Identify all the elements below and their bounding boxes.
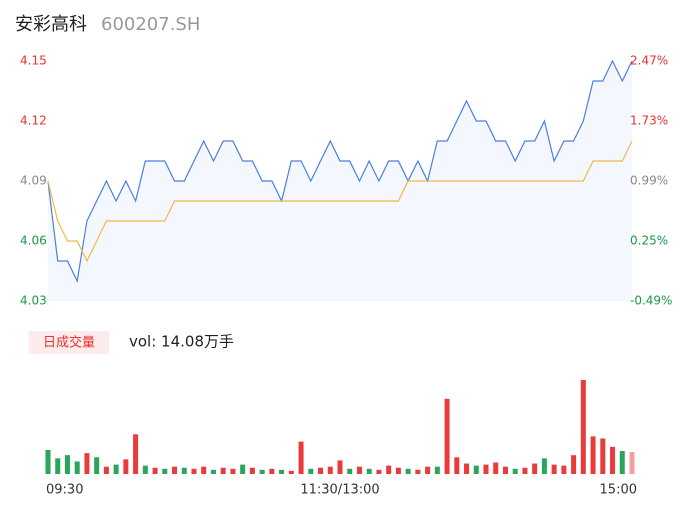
x-tick-label: 09:30 <box>46 483 83 498</box>
volume-bar <box>191 468 197 474</box>
volume-bar <box>162 468 168 474</box>
volume-bar <box>152 467 158 474</box>
volume-bar <box>181 467 187 474</box>
average-line <box>47 140 633 263</box>
volume-bar <box>444 398 450 474</box>
volume-bar <box>113 464 119 474</box>
volume-bar <box>580 380 586 474</box>
y-tick-label: 4.06 <box>20 234 47 248</box>
volume-bar <box>473 465 479 474</box>
volume-bar <box>571 455 577 474</box>
volume-bar <box>532 463 538 474</box>
volume-bar <box>464 463 470 474</box>
volume-bar <box>356 466 362 474</box>
volume-bar <box>425 466 431 474</box>
volume-bar <box>522 467 528 474</box>
volume-bar <box>74 461 80 474</box>
volume-bar <box>103 466 109 474</box>
volume-bar <box>249 467 255 474</box>
volume-bar <box>561 465 567 474</box>
volume-bar <box>269 468 275 474</box>
volume-bar <box>142 465 148 474</box>
volume-bar <box>259 469 265 474</box>
volume-button[interactable]: 日成交量 <box>43 335 95 351</box>
volume-bar <box>405 468 411 474</box>
y2-tick-label: 0.25% <box>630 234 668 248</box>
volume-bar <box>376 469 382 474</box>
volume-bar <box>395 467 401 474</box>
volume-bar <box>502 466 508 474</box>
y-tick-label: 4.15 <box>20 54 47 68</box>
volume-bar <box>308 468 314 474</box>
volume-bar <box>483 464 489 474</box>
y2-tick-label: -0.49% <box>630 294 672 308</box>
volume-bar <box>133 434 139 474</box>
stock-name: 安彩高科 <box>15 14 87 35</box>
x-tick-label: 11:30/13:00 <box>300 483 379 498</box>
volume-bar <box>415 469 421 474</box>
volume-bar <box>512 468 518 474</box>
volume-bar <box>337 460 343 474</box>
stock-code: 600207.SH <box>101 14 200 35</box>
volume-bar <box>230 468 236 474</box>
volume-bar <box>454 457 460 474</box>
volume-bar <box>123 459 129 474</box>
volume-bar <box>240 464 246 474</box>
volume-bar <box>434 466 440 474</box>
volume-label: vol: 14.08万手 <box>129 333 234 351</box>
volume-bar <box>288 470 294 474</box>
volume-bar <box>551 464 557 474</box>
y2-tick-label: 1.73% <box>630 114 668 128</box>
volume-bar <box>610 446 616 474</box>
volume-bar <box>366 468 372 474</box>
volume-bar <box>386 465 392 474</box>
volume-bar <box>55 458 61 474</box>
x-tick-label: 15:00 <box>600 483 637 498</box>
volume-bar <box>220 467 226 474</box>
y-tick-label: 4.09 <box>20 174 47 188</box>
volume-bar <box>318 467 324 474</box>
volume-bar <box>590 436 596 474</box>
volume-bar <box>45 449 51 474</box>
volume-button-bg[interactable] <box>29 331 109 354</box>
volume-bar <box>298 441 304 474</box>
volume-bar <box>84 453 90 474</box>
volume-bar <box>327 466 333 474</box>
volume-bar <box>94 457 100 474</box>
volume-bar <box>493 462 499 474</box>
y-tick-label: 4.12 <box>20 114 47 128</box>
volume-bar <box>279 469 285 474</box>
volume-bar <box>629 452 635 474</box>
volume-bar <box>541 458 547 474</box>
volume-bar <box>210 469 216 474</box>
volume-bar <box>600 438 606 474</box>
volume-bar <box>201 466 207 474</box>
y2-tick-label: 0.99% <box>630 174 668 188</box>
y-tick-label: 4.03 <box>20 294 47 308</box>
volume-bar <box>172 466 178 474</box>
volume-bar <box>347 468 353 474</box>
price-line <box>47 59 633 283</box>
y2-tick-label: 2.47% <box>630 54 668 68</box>
volume-bar <box>619 451 625 474</box>
volume-bar <box>64 455 70 474</box>
